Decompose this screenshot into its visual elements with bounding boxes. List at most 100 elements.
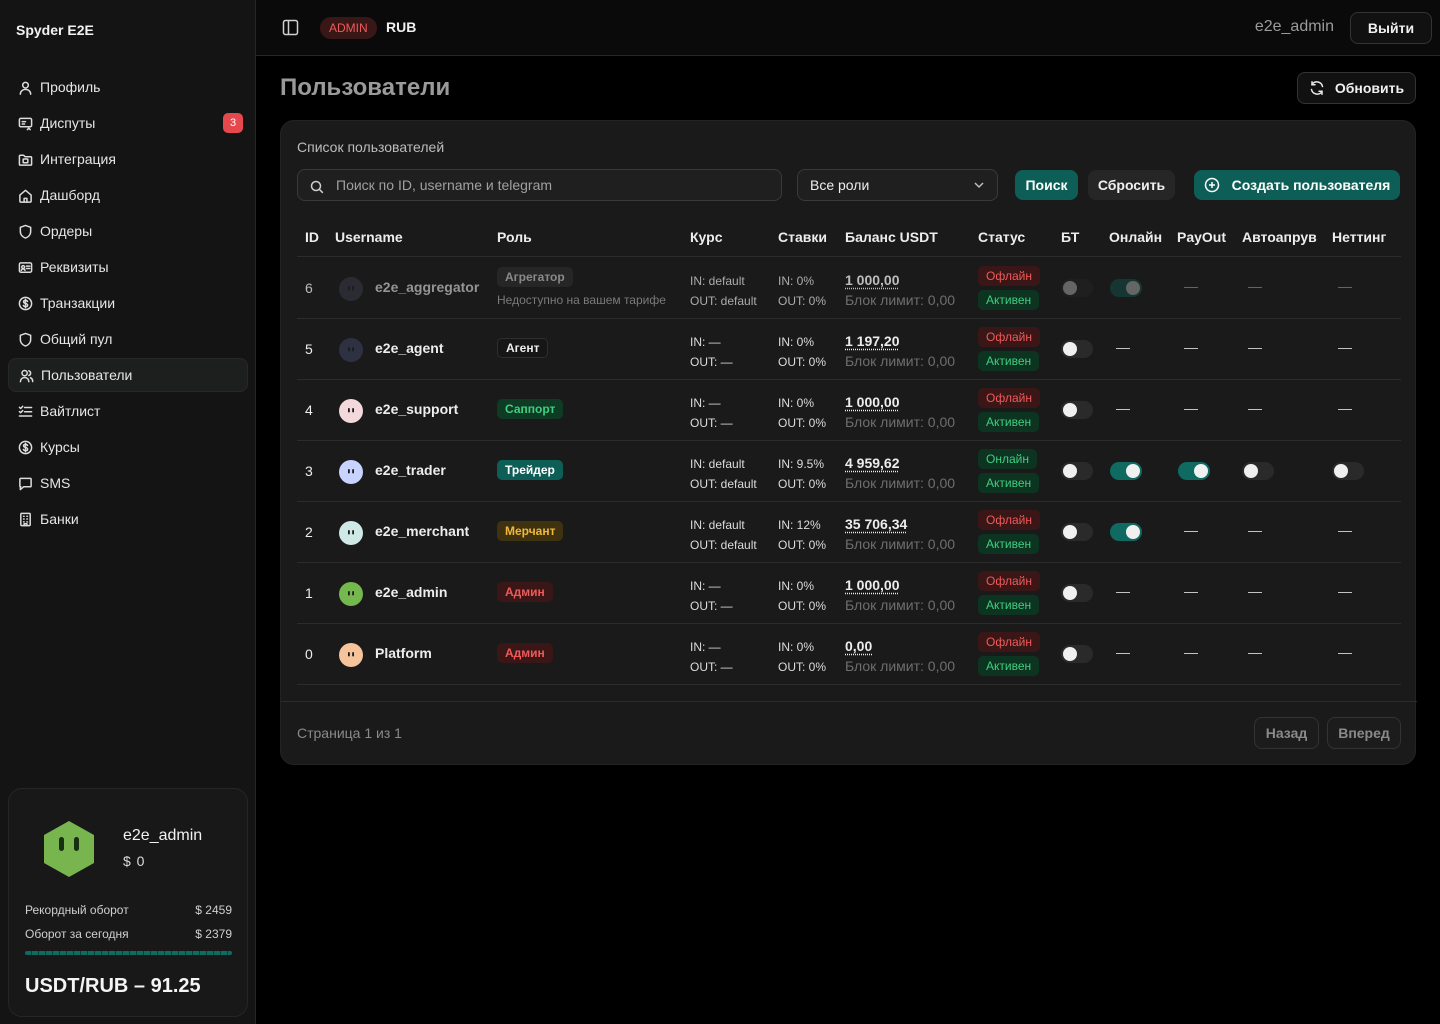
username[interactable]: Platform	[375, 645, 432, 661]
sidebar-item-label: Транзакции	[40, 295, 116, 311]
course-cell: IN: default OUT: default	[690, 515, 757, 555]
active-status-badge: Активен	[978, 595, 1040, 615]
sidebar-toggle-icon[interactable]	[282, 19, 299, 36]
active-status-badge: Активен	[978, 290, 1040, 310]
payout-empty: —	[1184, 583, 1198, 599]
balance-amount[interactable]: 1 197,20	[845, 333, 900, 349]
course-cell: IN: default OUT: default	[690, 454, 757, 494]
sidebar-item-10[interactable]: Курсы	[8, 430, 248, 464]
record-turnover-value: $ 2459	[195, 903, 232, 917]
col-rates: Ставки	[778, 229, 827, 245]
search-button[interactable]: Поиск	[1015, 170, 1078, 200]
sidebar-item-9[interactable]: Вайтлист	[8, 394, 248, 428]
bt-toggle[interactable]	[1061, 401, 1093, 419]
role-badge-cell: Саппорт	[497, 399, 564, 419]
avatar	[339, 399, 363, 423]
online-empty: —	[1116, 339, 1130, 355]
table-row[interactable]: 0 Platform Админ IN: — OUT: — IN: 0% OUT: 0% 0,…	[297, 624, 1401, 685]
balance-amount[interactable]: 35 706,34	[845, 516, 908, 532]
sidebar-item-1[interactable]: Диспуты 3	[8, 106, 248, 140]
online-toggle[interactable]	[1110, 279, 1142, 297]
sidebar-item-12[interactable]: Банки	[8, 502, 248, 536]
username[interactable]: e2e_aggregator	[375, 279, 480, 295]
prev-page-button[interactable]: Назад	[1254, 717, 1319, 749]
table-row[interactable]: 5 e2e_agent Агент IN: — OUT: — IN: 0% OUT: 0% 1…	[297, 319, 1401, 380]
sidebar-item-6[interactable]: Транзакции	[8, 286, 248, 320]
today-turnover-value: $ 2379	[195, 927, 232, 941]
netting-toggle[interactable]	[1332, 462, 1364, 480]
bt-toggle[interactable]	[1061, 279, 1093, 297]
online-toggle[interactable]	[1110, 462, 1142, 480]
bt-toggle[interactable]	[1061, 584, 1093, 602]
balance-amount[interactable]: 4 959,62	[845, 455, 900, 471]
sidebar-item-label: Реквизиты	[40, 259, 109, 275]
username[interactable]: e2e_agent	[375, 340, 444, 356]
course-out: OUT: default	[690, 294, 757, 308]
refresh-button[interactable]: Обновить	[1297, 72, 1416, 104]
topbar-username: e2e_admin	[1254, 18, 1334, 35]
table-row[interactable]: 3 e2e_trader Трейдер IN: default OUT: defaul…	[297, 441, 1401, 502]
bt-toggle[interactable]	[1061, 340, 1093, 358]
online-empty: —	[1116, 644, 1130, 660]
username[interactable]: e2e_admin	[375, 584, 448, 600]
balance-amount[interactable]: 1 000,00	[845, 394, 900, 410]
balance-amount[interactable]: 0,00	[845, 638, 873, 654]
rates-cell: IN: 0% OUT: 0%	[778, 576, 826, 616]
autoapprove-toggle[interactable]	[1242, 462, 1274, 480]
sidebar-item-3[interactable]: Дашборд	[8, 178, 248, 212]
table-row[interactable]: 6 e2e_aggregator Агрегатор Недоступно на ва…	[297, 258, 1401, 319]
role-filter-value: Все роли	[810, 177, 870, 193]
table-row[interactable]: 1 e2e_admin Админ IN: — OUT: — IN: 0% OUT: 0% 1…	[297, 563, 1401, 624]
autoapprove-empty: —	[1248, 278, 1262, 294]
rate-in: IN: 12%	[778, 518, 821, 532]
bt-toggle[interactable]	[1061, 523, 1093, 541]
sidebar-item-11[interactable]: SMS	[8, 466, 248, 500]
balance-amount[interactable]: 1 000,00	[845, 272, 900, 288]
course-in: IN: default	[690, 457, 745, 471]
avatar	[339, 277, 363, 301]
next-page-button[interactable]: Вперед	[1327, 717, 1401, 749]
search-field[interactable]	[297, 169, 782, 201]
record-turnover-label: Рекордный оборот	[25, 903, 129, 917]
balance-amount[interactable]: 1 000,00	[845, 577, 900, 593]
users-panel: Список пользователей Все роли Поиск Сбро…	[280, 120, 1417, 765]
bt-toggle[interactable]	[1061, 645, 1093, 663]
user-icon	[17, 79, 33, 95]
folder-icon	[17, 151, 33, 167]
sidebar-item-8[interactable]: Пользователи	[8, 358, 248, 392]
netting-empty: —	[1338, 522, 1352, 538]
building-icon	[17, 511, 33, 527]
search-input[interactable]	[336, 177, 756, 193]
currency-label: RUB	[386, 19, 417, 35]
create-user-button[interactable]: Создать пользователя	[1194, 170, 1400, 200]
sidebar-item-2[interactable]: Интеграция	[8, 142, 248, 176]
course-in: IN: —	[690, 335, 721, 349]
bt-toggle[interactable]	[1061, 462, 1093, 480]
payout-toggle[interactable]	[1178, 462, 1210, 480]
role-filter-select[interactable]: Все роли	[797, 169, 998, 201]
sidebar-item-5[interactable]: Реквизиты	[8, 250, 248, 284]
reset-button[interactable]: Сбросить	[1088, 170, 1175, 200]
username[interactable]: e2e_support	[375, 401, 459, 417]
online-empty: —	[1116, 583, 1130, 599]
disputes-count-badge: 3	[223, 113, 243, 133]
sidebar-item-4[interactable]: Ордеры	[8, 214, 248, 248]
table-header: ID Username Роль Курс Ставки Баланс USDT…	[297, 217, 1401, 257]
avatar	[44, 821, 94, 877]
table-row[interactable]: 4 e2e_support Саппорт IN: — OUT: — IN: 0% OUT:…	[297, 380, 1401, 441]
toggle-knob	[1063, 342, 1077, 356]
sidebar-item-7[interactable]: Общий пул	[8, 322, 248, 356]
logout-button[interactable]: Выйти	[1350, 12, 1432, 44]
sidebar-item-0[interactable]: Профиль	[8, 70, 248, 104]
username[interactable]: e2e_merchant	[375, 523, 470, 539]
online-toggle[interactable]	[1110, 523, 1142, 541]
col-role: Роль	[497, 229, 532, 245]
username[interactable]: e2e_trader	[375, 462, 446, 478]
course-out: OUT: —	[690, 416, 733, 430]
rate-in: IN: 0%	[778, 640, 815, 654]
pagination-text: Страница 1 из 1	[297, 725, 402, 741]
netting-empty: —	[1338, 644, 1352, 660]
role-badge-cell: Агрегатор	[497, 267, 573, 287]
table-row[interactable]: 2 e2e_merchant Мерчант IN: default OUT: defa…	[297, 502, 1401, 563]
sidebar-item-label: Банки	[40, 511, 79, 527]
